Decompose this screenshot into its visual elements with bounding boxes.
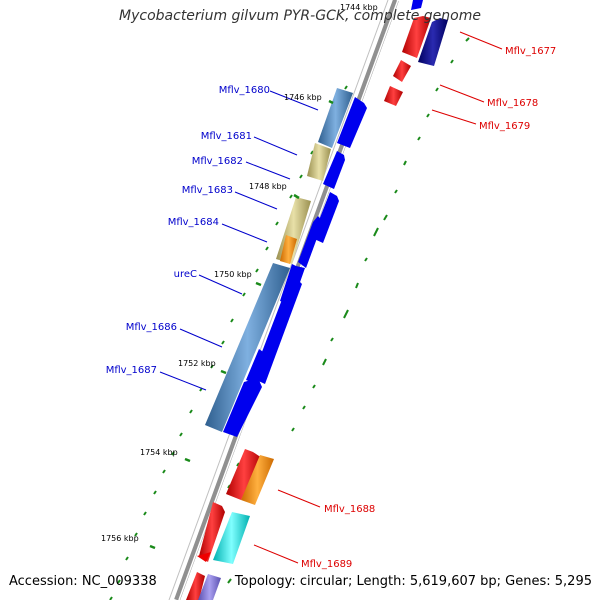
gc-skew-ring-outer	[291, 37, 470, 432]
tick-marks	[149, 99, 334, 550]
gene-arrow	[384, 86, 403, 106]
gene-label[interactable]: Mflv_1687	[106, 365, 157, 376]
right-gene-labels: Mflv_1677 Mflv_1678 Mflv_1679 Mflv_1688 …	[301, 46, 556, 570]
map-title: Mycobacterium gilvum PYR-GCK, complete g…	[119, 8, 481, 24]
gene-arrow	[198, 574, 221, 600]
gene-arrow	[213, 512, 250, 564]
tick-label: 1754 kbp	[140, 448, 178, 457]
cog-block	[280, 235, 297, 264]
cog-block	[205, 263, 290, 432]
gene-arrow	[337, 97, 367, 148]
right-label-connectors	[253, 31, 503, 564]
accession-label: Accession: NC_009338	[9, 574, 157, 589]
tick-label: 1746 kbp	[284, 93, 322, 102]
tick-label: 1756 kbp	[101, 534, 139, 543]
left-label-connectors	[159, 90, 319, 391]
gene-label[interactable]: Mflv_1678	[487, 98, 538, 109]
tick-label: 1744 kbp	[340, 3, 378, 12]
gene-label[interactable]: Mflv_1679	[479, 121, 530, 132]
gene-label[interactable]: Mflv_1680	[219, 85, 270, 96]
gene-arrow	[223, 378, 262, 437]
left-gene-labels: Mflv_1680 Mflv_1681 Mflv_1682 Mflv_1683 …	[106, 85, 270, 376]
cog-band	[205, 88, 353, 432]
reverse-genes	[186, 0, 448, 600]
tick-label: 1750 kbp	[214, 270, 252, 279]
gene-label[interactable]: Mflv_1684	[168, 217, 219, 228]
gene-label[interactable]: Mflv_1688	[324, 504, 375, 515]
gene-label[interactable]: Mflv_1689	[301, 559, 352, 570]
tick-label: 1748 kbp	[249, 182, 287, 191]
gene-label[interactable]: Mflv_1686	[126, 322, 177, 333]
gene-label[interactable]: Mflv_1683	[182, 185, 233, 196]
gene-arrow	[241, 455, 274, 505]
cog-block	[318, 88, 353, 148]
gene-arrow	[411, 0, 423, 10]
tick-labels: 1744 kbp 1746 kbp 1748 kbp 1750 kbp 1752…	[101, 3, 378, 543]
gene-arrow	[197, 552, 211, 562]
gene-arrow	[226, 449, 262, 500]
forward-genes	[223, 97, 367, 437]
gene-arrow	[323, 151, 345, 189]
gene-arrow	[402, 16, 431, 58]
gene-label[interactable]: Mflv_1682	[192, 156, 243, 167]
tick-label: 1752 kbp	[178, 359, 216, 368]
gene-label[interactable]: Mflv_1681	[201, 131, 252, 142]
gene-arrow	[393, 60, 411, 82]
gene-arrow	[418, 18, 448, 66]
gene-arrow	[246, 349, 270, 385]
genome-summary: Topology: circular; Length: 5,619,607 bp…	[234, 574, 592, 589]
gene-arrow	[199, 502, 225, 562]
cog-block	[307, 143, 331, 181]
gene-arrow	[186, 572, 205, 600]
gene-label[interactable]: ureC	[174, 269, 197, 280]
gene-label[interactable]: Mflv_1677	[505, 46, 556, 57]
gene-arrow	[298, 216, 323, 268]
